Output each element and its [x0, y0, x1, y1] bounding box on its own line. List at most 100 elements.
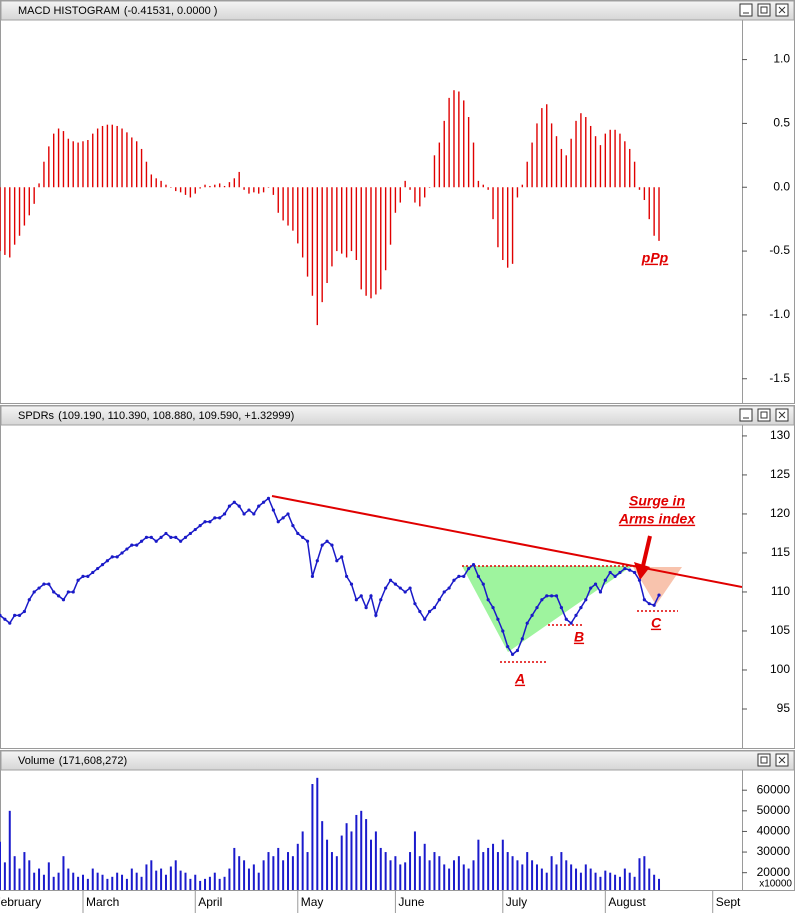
bar: [360, 187, 362, 290]
price-point: [183, 535, 188, 539]
y-tick-label: 20000: [757, 865, 791, 879]
price-point: [66, 590, 70, 594]
price-point: [642, 598, 646, 602]
bar: [487, 187, 489, 190]
price-point: [647, 602, 651, 606]
trend-line: [271, 495, 742, 588]
volume-bar: [614, 874, 617, 890]
bar: [77, 142, 79, 188]
bar: [355, 187, 358, 261]
x-tick-label: July: [506, 895, 527, 909]
bar: [9, 187, 11, 258]
bar: [326, 187, 328, 283]
price-point: [144, 535, 149, 539]
price-point: [291, 524, 295, 528]
window-buttons[interactable]: [739, 3, 789, 767]
bar: [331, 187, 333, 267]
volume-bar: [316, 777, 319, 890]
price-point: [384, 586, 388, 590]
bar: [550, 123, 553, 188]
bar: [209, 185, 211, 188]
price-point: [3, 617, 7, 621]
volume-bar: [116, 872, 119, 890]
bar: [419, 187, 421, 207]
bar: [458, 91, 460, 188]
bar: [433, 155, 436, 188]
price-point: [159, 535, 163, 539]
price-point: [540, 598, 544, 602]
y-tick-label: 110: [771, 584, 790, 598]
volume-bar: [125, 878, 128, 890]
price-point: [579, 605, 583, 610]
bar: [448, 97, 450, 188]
bar: [516, 187, 519, 198]
bar: [121, 128, 123, 188]
bar: [277, 187, 279, 213]
volume-bar: [199, 880, 202, 890]
volume-bar: [62, 856, 65, 890]
price-point: [237, 504, 241, 508]
volume-bar: [179, 870, 182, 890]
volume-bar: [477, 839, 480, 890]
volume-bar: [365, 819, 368, 890]
bar: [43, 161, 45, 188]
price-point: [496, 617, 500, 621]
bar: [526, 161, 528, 188]
volume-bar: [492, 843, 495, 890]
volume-bar: [213, 872, 216, 890]
y-tick-label: 0.0: [773, 179, 790, 193]
price-point: [8, 621, 12, 625]
bar: [150, 174, 153, 188]
bar: [536, 123, 538, 188]
annotation: Surge in: [629, 493, 685, 509]
bar: [511, 187, 514, 264]
bar: [4, 187, 6, 255]
volume-bar: [8, 810, 11, 890]
price-point: [96, 566, 100, 571]
price-point: [476, 574, 480, 578]
price-point: [623, 566, 627, 571]
price-point: [584, 598, 588, 602]
volume-bar: [277, 847, 280, 890]
volume-bar: [516, 860, 519, 890]
bar: [126, 132, 128, 188]
price-point: [281, 516, 285, 520]
volume-bar: [643, 856, 646, 890]
volume-bar: [330, 852, 333, 890]
price-point: [569, 621, 573, 625]
bar: [140, 148, 143, 188]
panel-title: Volume: [18, 755, 55, 767]
price-point: [271, 508, 275, 512]
bar: [67, 138, 70, 188]
price-point: [198, 524, 202, 528]
arrow: [634, 535, 652, 580]
bar: [531, 142, 533, 188]
price-point: [208, 520, 212, 524]
price-point: [242, 512, 246, 516]
volume-bar: [560, 852, 563, 890]
annotation: A: [514, 671, 525, 687]
bar: [175, 187, 177, 192]
price-point: [437, 598, 441, 602]
volume-bar: [52, 876, 55, 890]
volume-bar: [350, 831, 353, 890]
volume-bar: [413, 831, 416, 890]
bar: [82, 141, 84, 188]
price-point: [218, 516, 222, 520]
price-point: [574, 613, 578, 617]
bar: [28, 187, 30, 216]
price-point: [354, 598, 358, 602]
bar: [453, 90, 455, 188]
volume-bar: [428, 860, 431, 890]
annotation: B: [574, 629, 584, 645]
header-bars: [0, 0, 795, 771]
price-point: [652, 603, 656, 607]
volume-bar: [487, 847, 490, 890]
price-point: [27, 598, 31, 602]
volume-bar: [648, 868, 651, 890]
volume-bar: [565, 860, 568, 890]
bar: [580, 113, 582, 188]
bar: [18, 187, 21, 236]
volume-bar: [628, 872, 631, 890]
